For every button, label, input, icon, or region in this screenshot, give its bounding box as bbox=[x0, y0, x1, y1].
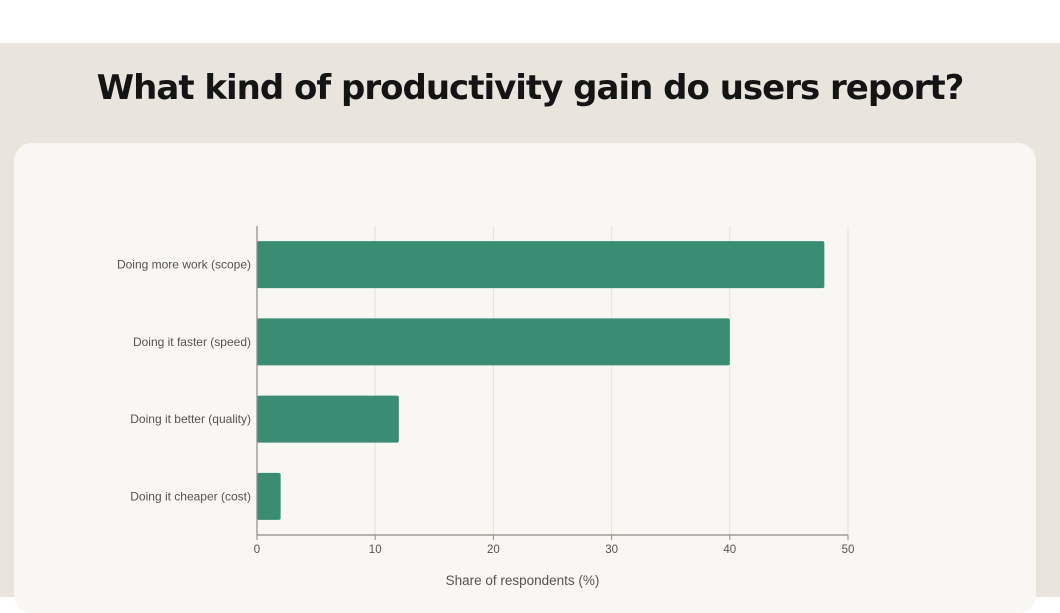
x-tick-label: 30 bbox=[605, 544, 618, 556]
labels: 0 10 20 30 40 50 Doing more work (scope) Doing … bbox=[117, 258, 854, 556]
axes bbox=[256, 226, 849, 540]
bar-3 bbox=[257, 395, 399, 443]
x-axis-title: Share of respondents (%) bbox=[446, 573, 600, 588]
x-tick-label: 0 bbox=[254, 544, 260, 556]
x-tick-label: 50 bbox=[842, 544, 855, 556]
category-label: Doing it better (quality) bbox=[130, 412, 251, 426]
x-tick-label: 20 bbox=[487, 544, 500, 556]
chart-card: 0 10 20 30 40 50 Doing more work (scope) Doing … bbox=[14, 143, 1036, 613]
bar-1 bbox=[257, 241, 825, 289]
bar-4 bbox=[257, 472, 281, 520]
bar-chart: 0 10 20 30 40 50 Doing more work (scope) Doing … bbox=[117, 226, 854, 588]
chart-title: What kind of productivity gain do users … bbox=[96, 68, 965, 108]
bar-2 bbox=[257, 318, 730, 366]
x-tick-label: 40 bbox=[723, 544, 736, 556]
bars bbox=[257, 241, 825, 520]
category-label: Doing it faster (speed) bbox=[133, 335, 251, 349]
x-tick-label: 10 bbox=[369, 544, 382, 556]
category-label: Doing it cheaper (cost) bbox=[130, 489, 251, 503]
category-label: Doing more work (scope) bbox=[117, 258, 251, 272]
